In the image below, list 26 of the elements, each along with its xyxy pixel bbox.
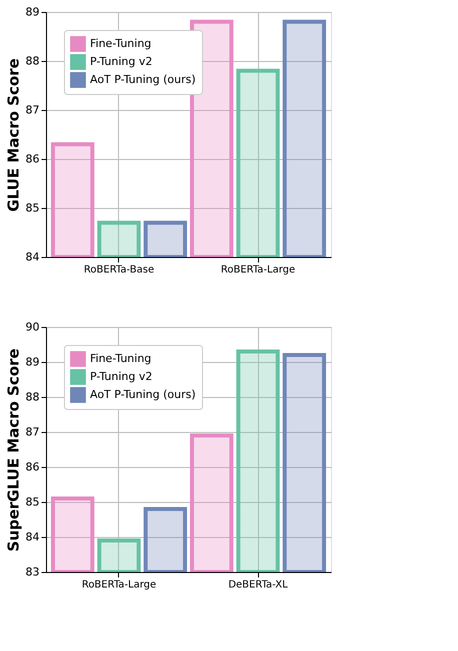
y-axis-title: GLUE Macro Score (4, 58, 23, 212)
legend-label: AoT P-Tuning (ours) (90, 388, 196, 401)
y-axis-title: SuperGLUE Macro Score (4, 348, 23, 552)
y-tick-label: 88 (26, 54, 40, 68)
legend-label: P-Tuning v2 (90, 370, 152, 383)
y-tick-label: 84 (26, 250, 40, 264)
y-tick-label: 87 (26, 426, 40, 438)
x-tick-label: DeBERTa-XL (228, 580, 288, 590)
y-tick-label: 85 (26, 202, 40, 214)
y-tick-label: 84 (26, 530, 40, 544)
y-tick-label: 89 (26, 6, 40, 18)
y-tick-label: 85 (26, 496, 40, 508)
x-tick-label: RoBERTa-Large (220, 264, 296, 276)
y-tick-label: 83 (26, 566, 40, 578)
legend-label: Fine-Tuning (90, 352, 152, 365)
legend-label: AoT P-Tuning (ours) (90, 73, 196, 86)
legend-label: Fine-Tuning (90, 37, 152, 50)
y-tick-label: 86 (26, 152, 40, 166)
y-tick-label: 86 (26, 460, 40, 474)
x-tick-label: RoBERTa-Large (82, 580, 156, 590)
y-tick-label: 87 (26, 104, 40, 116)
y-tick-label: 89 (26, 356, 40, 368)
y-tick-label: 90 (26, 320, 40, 334)
y-tick-label: 88 (26, 390, 40, 404)
x-tick-label: RoBERTa-Base (84, 264, 154, 276)
legend-label: P-Tuning v2 (90, 55, 152, 68)
